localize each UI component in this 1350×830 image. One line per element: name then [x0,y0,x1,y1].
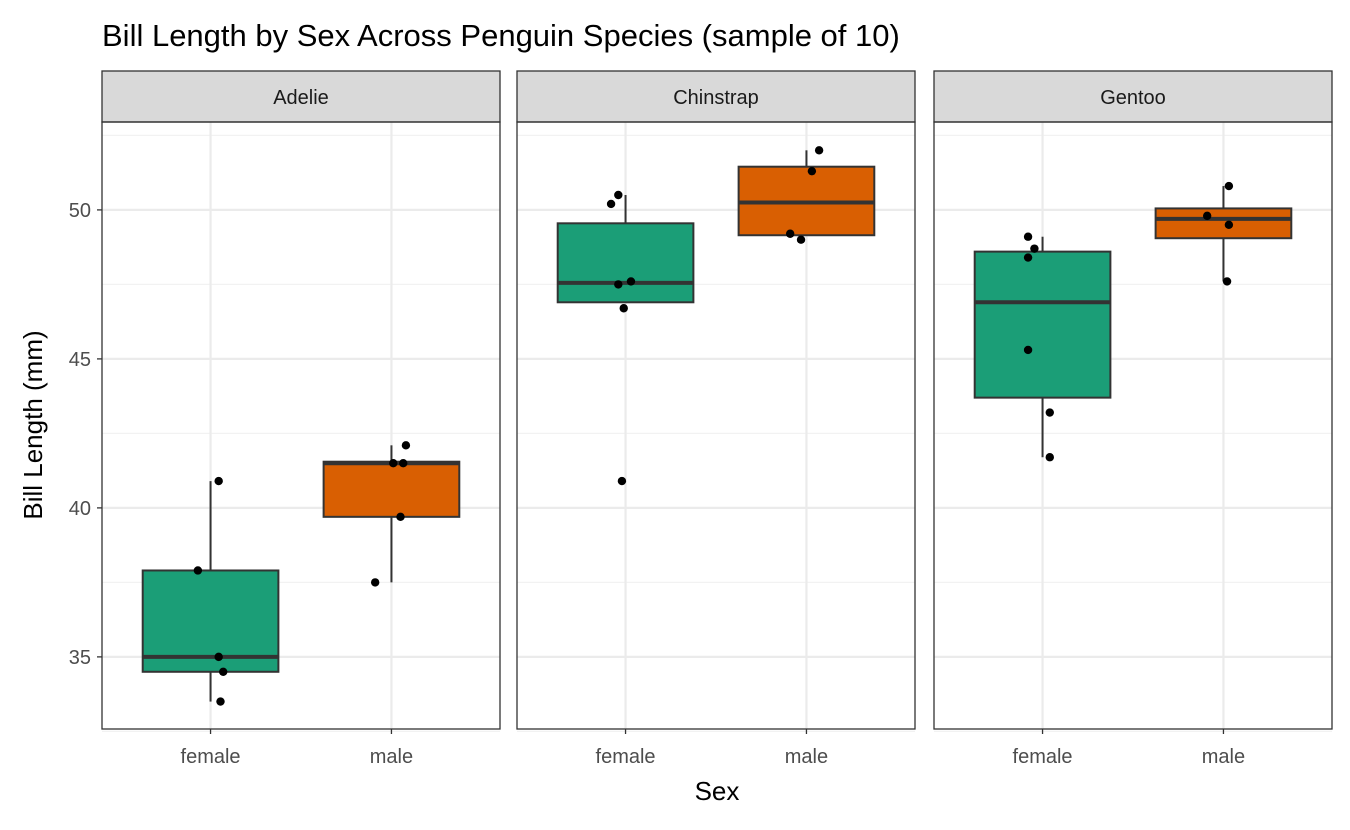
data-point [626,277,636,286]
x-tick-label: female [181,746,241,768]
facet-label: Adelie [273,87,329,109]
data-point [614,190,623,200]
data-point [389,458,398,468]
y-axis-label: Bill Length (mm) [18,330,48,519]
data-point [614,280,623,289]
y-tick-label: 50 [69,200,91,222]
data-point [193,566,203,575]
data-point [1023,253,1033,262]
box-iqr [556,222,695,304]
x-tick-label: male [785,746,828,768]
panel-gentoo: Gentoo female male [933,70,1333,768]
data-point [1222,277,1232,286]
data-point [1023,232,1033,241]
panel-border [101,121,501,730]
data-point [370,578,380,587]
facet-label: Chinstrap [673,87,759,109]
x-tick-label: male [1202,746,1245,768]
panel-adelie: Adelie female male [101,70,501,768]
data-point [606,199,616,209]
y-tick-label: 35 [69,647,91,669]
data-point [1023,345,1033,355]
panel-border [516,121,916,730]
panel-border [933,121,1333,730]
data-point [814,146,824,155]
box-female [141,476,280,706]
data-point [796,235,806,244]
box-female [556,190,695,486]
data-point [401,441,411,450]
x-tick-label: female [596,746,656,768]
box-male [1154,181,1293,286]
box-female [973,232,1112,462]
data-point [399,458,408,468]
x-tick-label: female [1013,746,1073,768]
y-tick-label: 45 [69,349,91,371]
data-point [785,229,795,238]
box-iqr [973,250,1112,399]
data-point [807,166,817,176]
box-iqr [322,460,461,518]
x-axis-label: Sex [695,776,740,806]
data-point [1224,220,1234,230]
data-point [1045,408,1054,417]
data-point [619,304,628,313]
box-male [322,441,461,587]
data-point [214,476,223,486]
y-tick-label: 40 [69,498,91,520]
data-point [1202,211,1212,221]
facet-strip [516,70,916,123]
box-iqr [1154,207,1293,240]
facet-label: Gentoo [1100,87,1166,109]
data-point [1045,453,1054,462]
data-point [1030,244,1039,253]
data-point [1224,181,1234,191]
data-point [617,476,627,486]
data-point [396,512,405,522]
panel-chinstrap: Chinstrap female male [516,70,916,768]
chart-title: Bill Length by Sex Across Penguin Specie… [102,18,900,53]
data-point [214,652,223,662]
data-point [216,697,225,706]
x-tick-label: male [370,746,413,768]
facet-strip [933,70,1333,123]
facet-strip [101,70,501,123]
data-point [219,667,228,676]
box-male [737,146,876,244]
